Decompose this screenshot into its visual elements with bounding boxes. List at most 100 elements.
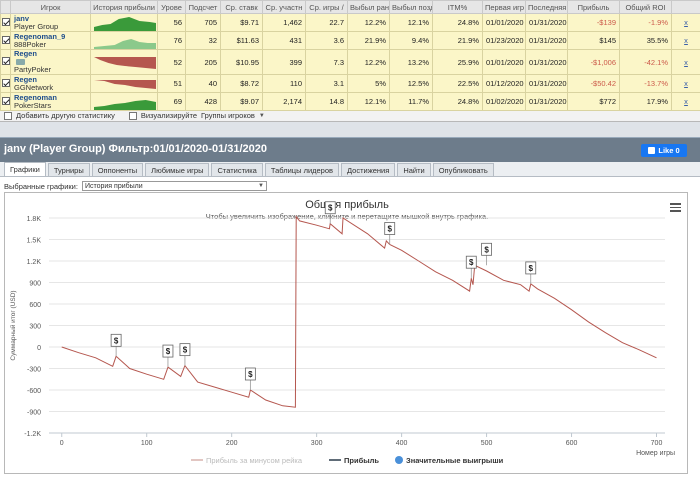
add-stat-link[interactable]: Добавить другую статистику (16, 111, 115, 120)
win-marker[interactable] (481, 242, 492, 256)
column-header[interactable]: Урове (157, 0, 186, 14)
column-header[interactable]: Выбыл позд (389, 0, 433, 14)
player-site: PokerStars (14, 100, 52, 110)
remove-row-button[interactable]: x (684, 79, 688, 88)
column-header[interactable]: Ср. ставк (220, 0, 263, 14)
tab-0[interactable]: Графики (4, 162, 46, 176)
column-header[interactable]: ITM% (432, 0, 483, 14)
tab-3[interactable]: Любимые игры (145, 163, 210, 176)
table-row[interactable]: Regenoman PokerStars 69 428 $9.07 2,174 14.8 12… (0, 92, 700, 111)
cell-first: 01/23/2020 (482, 31, 526, 50)
player-cell[interactable]: Regenoman PokerStars (10, 92, 91, 111)
tab-2[interactable]: Оппоненты (91, 163, 144, 176)
win-marker-label: $ (469, 258, 474, 267)
cell-early: 12.1% (347, 92, 390, 111)
profit-history-sparkline[interactable] (90, 13, 158, 32)
table-row[interactable]: Regen PartyPoker 52 205 $10.95 399 7.3 12.2% 13.… (0, 49, 700, 75)
profit-history-sparkline[interactable] (90, 49, 158, 75)
player-cell[interactable]: janv Player Group (10, 13, 91, 32)
legend-rake-label[interactable]: Прибыль за минусом рейка (206, 456, 303, 465)
column-header[interactable]: Ср. участн (262, 0, 306, 14)
row-checkbox[interactable] (1, 78, 10, 87)
column-header[interactable]: Первая игр (482, 0, 526, 14)
player-cell[interactable]: Regen PartyPoker (10, 49, 91, 75)
table-row[interactable]: Regenoman_9 888Poker 76 32 $11.63 431 3.6 21.9%… (0, 31, 700, 50)
table-row[interactable]: janv Player Group 56 705 $9.71 1,462 22.7 12.2%… (0, 13, 700, 32)
tab-7[interactable]: Найти (397, 163, 431, 176)
remove-row-cell[interactable]: x (671, 92, 700, 111)
legend-profit-label[interactable]: Прибыль (344, 456, 379, 465)
chevron-down-icon[interactable]: ▼ (258, 112, 265, 119)
tab-6[interactable]: Достижения (341, 163, 396, 176)
remove-row-button[interactable]: x (684, 18, 688, 27)
menu-icon[interactable] (670, 203, 681, 212)
player-name-link[interactable]: Regenoman_9 (14, 31, 66, 41)
player-cell[interactable]: Regen GGNetwork (10, 74, 91, 93)
remove-row-cell[interactable]: x (671, 74, 700, 93)
table-row[interactable]: Regen GGNetwork 51 40 $8.72 110 3.1 5% 12.5% 22.5… (0, 74, 700, 93)
player-name-link[interactable]: Regen (14, 49, 37, 58)
row-checkbox[interactable] (1, 57, 10, 65)
cell-itm: 22.5% (432, 74, 483, 93)
add-stat-icon[interactable] (4, 111, 12, 120)
tab-5[interactable]: Таблицы лидеров (264, 163, 340, 176)
remove-row-button[interactable]: x (684, 36, 688, 45)
win-marker[interactable] (110, 333, 122, 347)
cell-roi: 35.5% (619, 31, 672, 50)
profit-history-sparkline[interactable] (90, 31, 158, 50)
row-checkbox-cell[interactable] (0, 49, 11, 75)
visualize-link[interactable]: Визуализируйте (140, 111, 197, 120)
row-checkbox-cell[interactable] (0, 13, 11, 32)
chart-selector-label: Выбранные графики: (4, 181, 78, 191)
column-header[interactable]: Прибыль (567, 0, 620, 14)
remove-row-button[interactable]: x (684, 97, 688, 106)
chart-select[interactable]: История прибыли ▼ (81, 181, 267, 191)
facebook-like-button[interactable]: Like 0 (641, 144, 687, 157)
player-cell[interactable]: Regenoman_9 888Poker (10, 31, 91, 50)
column-header[interactable]: История прибыли (90, 0, 158, 14)
player-name-link[interactable]: janv (14, 13, 30, 23)
camera-icon[interactable] (16, 59, 25, 66)
profit-chart[interactable]: Общая прибыль Чтобы увеличить изображение… (4, 192, 688, 474)
y-tick-label: 600 (29, 302, 41, 309)
win-marker[interactable] (179, 343, 191, 357)
row-checkbox-cell[interactable] (0, 92, 11, 111)
column-header[interactable]: Последняя (525, 0, 568, 14)
profit-history-sparkline[interactable] (90, 92, 158, 111)
visualize-icon[interactable] (128, 111, 137, 120)
row-checkbox[interactable] (1, 17, 10, 26)
remove-row-cell[interactable]: x (671, 13, 700, 32)
win-marker[interactable] (162, 344, 174, 358)
profit-line[interactable] (61, 215, 657, 408)
row-checkbox[interactable] (1, 96, 10, 105)
win-marker[interactable] (384, 222, 396, 235)
tab-1[interactable]: Турниры (47, 163, 90, 176)
legend-wins-label[interactable]: Значительные выигрыши (406, 456, 504, 465)
column-header[interactable]: Подсчет (185, 0, 221, 14)
win-marker[interactable] (324, 201, 336, 215)
win-marker[interactable] (525, 261, 537, 275)
remove-row-cell[interactable]: x (671, 49, 700, 75)
win-marker-label: $ (387, 225, 392, 234)
win-marker[interactable] (244, 367, 256, 381)
tab-8[interactable]: Опубликовать (432, 163, 494, 176)
column-header[interactable]: Общий ROI (619, 0, 672, 14)
tab-4[interactable]: Статистика (211, 163, 263, 176)
row-checkbox-cell[interactable] (0, 31, 11, 50)
row-checkbox[interactable] (1, 35, 10, 44)
column-header[interactable]: Выбыл ран (347, 0, 390, 14)
chart-selector: Выбранные графики: История прибыли ▼ (4, 181, 267, 191)
profit-history-sparkline[interactable] (90, 74, 158, 93)
cell-profit: -$1,006 (567, 49, 620, 75)
row-checkbox-cell[interactable] (0, 74, 11, 93)
remove-row-button[interactable]: x (684, 57, 688, 67)
column-header[interactable]: Игрок (10, 0, 91, 14)
remove-row-cell[interactable]: x (671, 31, 700, 50)
cell-avg-stake: $9.07 (220, 92, 263, 111)
win-marker[interactable] (465, 255, 477, 269)
player-groups-dropdown[interactable]: Группы игроков (201, 111, 255, 120)
player-name-link[interactable]: Regen (14, 74, 37, 84)
column-header[interactable]: Ср. игры / (305, 0, 348, 14)
player-name-link[interactable]: Regenoman (14, 92, 57, 102)
